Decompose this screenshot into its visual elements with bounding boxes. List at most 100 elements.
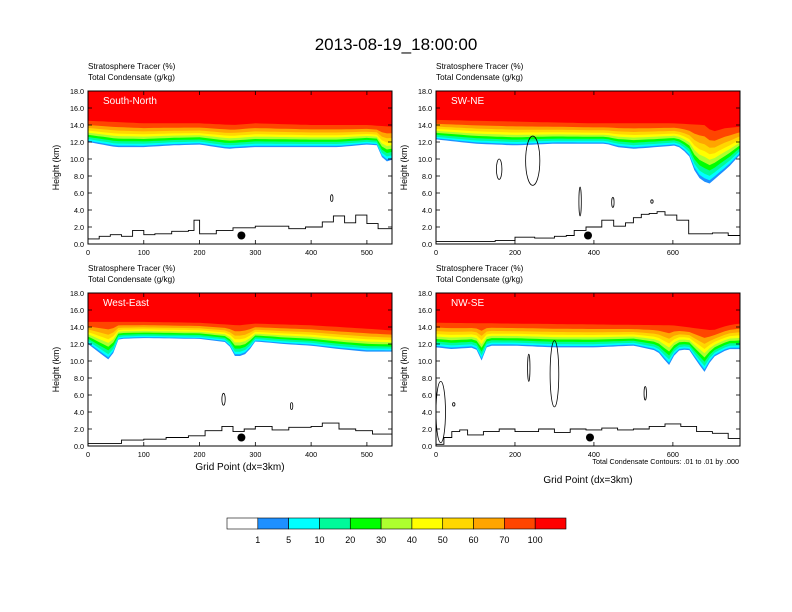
y-tick-label: 4.0 — [74, 408, 84, 417]
colorbar-swatch — [226, 517, 259, 530]
location-marker — [584, 231, 592, 240]
y-tick-label: 2.0 — [422, 223, 432, 232]
y-axis-label: Height (km) — [399, 145, 409, 191]
colorbar-tick-label: 100 — [528, 535, 543, 545]
x-axis-label: Grid Point (dx=3km) — [543, 475, 632, 486]
y-axis-label: Height (km) — [51, 145, 61, 191]
x-tick-label: 500 — [361, 248, 373, 257]
panel-field-label: Total Condensate (g/kg) — [436, 73, 523, 82]
y-tick-label: 8.0 — [422, 374, 432, 383]
x-tick-label: 400 — [588, 248, 600, 257]
tracer-core — [88, 293, 392, 331]
plot-area — [436, 91, 740, 242]
x-tick-label: 400 — [305, 248, 317, 257]
condensate-contour — [578, 186, 582, 217]
x-tick-label: 100 — [138, 450, 150, 459]
condensate-contour — [611, 196, 615, 208]
panels: Stratosphere Tracer (%) Total Condensate … — [51, 62, 741, 486]
panel-field-label: Stratosphere Tracer (%) — [436, 62, 524, 71]
panel-field-label: Total Condensate (g/kg) — [436, 275, 523, 284]
y-tick-label: 6.0 — [74, 189, 84, 198]
colorbar-tick-label: 60 — [469, 535, 479, 545]
y-tick-label: 12.0 — [418, 138, 432, 147]
figure-title: 2013-08-19_18:00:00 — [315, 35, 478, 54]
panel-label: SW-NE — [451, 96, 484, 107]
x-tick-label: 200 — [509, 450, 521, 459]
y-tick-label: 12.0 — [70, 138, 84, 147]
condensate-contour — [436, 381, 446, 443]
condensate-contour — [221, 392, 226, 406]
y-tick-label: 16.0 — [418, 306, 432, 315]
contour-note: Total Condensate Contours: .01 to .01 by… — [592, 457, 739, 466]
panel-label: West-East — [103, 298, 149, 309]
y-axis-label: Height (km) — [399, 347, 409, 393]
panel-field-label: Total Condensate (g/kg) — [88, 73, 175, 82]
plot-area — [88, 91, 392, 240]
colorbar-swatch — [411, 517, 444, 530]
y-tick-label: 16.0 — [418, 104, 432, 113]
x-tick-label: 600 — [667, 248, 679, 257]
y-tick-label: 10.0 — [418, 155, 432, 164]
plot-frame — [435, 292, 741, 447]
x-tick-label: 0 — [434, 248, 438, 257]
y-axis-label: Height (km) — [51, 347, 61, 393]
colorbar-swatch — [504, 517, 536, 530]
colorbar-tick-label: 10 — [314, 535, 324, 545]
y-tick-label: 18.0 — [70, 289, 84, 298]
panel-field-label: Stratosphere Tracer (%) — [88, 62, 176, 71]
colorbar-swatch — [288, 517, 320, 530]
y-tick-label: 2.0 — [422, 425, 432, 434]
y-tick-label: 10.0 — [70, 155, 84, 164]
colorbar-swatch — [349, 517, 382, 530]
colorbar-swatch — [442, 517, 474, 530]
condensate-contour — [496, 158, 503, 180]
y-tick-label: 4.0 — [74, 206, 84, 215]
panel-field-label: Stratosphere Tracer (%) — [88, 264, 176, 273]
condensate-contour — [452, 402, 456, 407]
y-tick-label: 18.0 — [418, 87, 432, 96]
x-tick-label: 600 — [667, 450, 679, 459]
y-tick-label: 10.0 — [70, 357, 84, 366]
terrain-line — [88, 422, 392, 444]
condensate-contour — [527, 353, 531, 382]
y-tick-label: 0.0 — [422, 442, 432, 451]
y-tick-label: 2.0 — [74, 425, 84, 434]
tracer-core — [88, 91, 392, 127]
condensate-contour — [650, 199, 654, 204]
panel-field-label: Total Condensate (g/kg) — [88, 275, 175, 284]
location-marker — [585, 433, 594, 442]
tracer-core — [436, 293, 740, 330]
y-tick-label: 16.0 — [70, 104, 84, 113]
x-tick-label: 100 — [138, 248, 150, 257]
y-tick-label: 14.0 — [70, 323, 84, 332]
chart-panel: Stratosphere Tracer (%) Total Condensate … — [51, 264, 393, 473]
condensate-contour — [549, 340, 560, 408]
y-tick-label: 12.0 — [418, 340, 432, 349]
x-tick-label: 200 — [194, 248, 206, 257]
y-tick-label: 14.0 — [70, 121, 84, 130]
colorbar-tick-label: 5 — [286, 535, 291, 545]
colorbar-tick-label: 50 — [438, 535, 448, 545]
y-tick-label: 14.0 — [418, 121, 432, 130]
y-tick-label: 0.0 — [74, 240, 84, 249]
colorbar-tick-label: 1 — [255, 535, 260, 545]
x-tick-label: 200 — [194, 450, 206, 459]
y-tick-label: 14.0 — [418, 323, 432, 332]
condensate-contour — [643, 386, 647, 401]
colorbar-swatch — [257, 517, 289, 530]
x-tick-label: 500 — [361, 450, 373, 459]
terrain-line — [88, 214, 392, 240]
condensate-contour — [289, 402, 294, 410]
colorbar: 1 5 10 20 30 40 50 60 70 100 — [226, 517, 567, 545]
x-tick-label: 400 — [305, 450, 317, 459]
y-tick-label: 6.0 — [74, 391, 84, 400]
plot-frame — [87, 90, 393, 245]
location-marker — [237, 433, 246, 442]
condensate-contour — [330, 194, 334, 202]
colorbar-swatch — [473, 517, 505, 530]
y-tick-label: 6.0 — [422, 391, 432, 400]
colorbar-swatch — [380, 517, 413, 530]
x-tick-label: 200 — [509, 248, 521, 257]
plot-frame — [435, 90, 741, 245]
